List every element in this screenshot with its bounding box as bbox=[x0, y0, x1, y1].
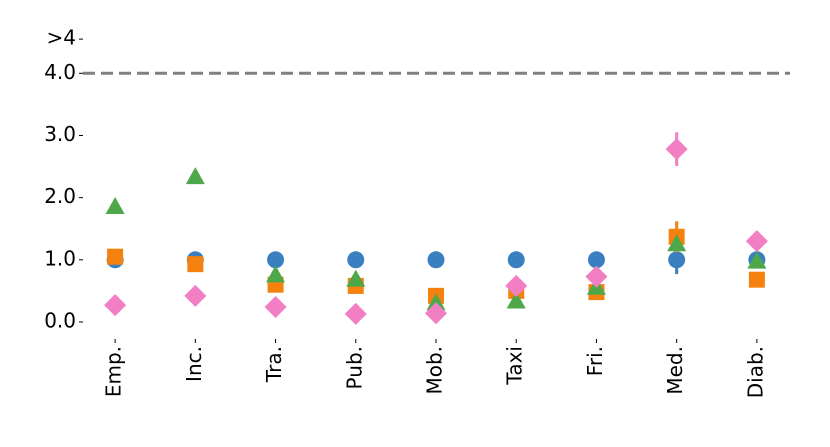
x-tick-label: Pub. bbox=[342, 346, 366, 389]
point bbox=[105, 196, 125, 214]
point bbox=[267, 251, 285, 269]
x-tick-label: Diab. bbox=[743, 346, 767, 398]
y-tick-label: >4 bbox=[47, 26, 76, 50]
point bbox=[425, 302, 447, 325]
y-tick-label: 4.0 bbox=[44, 60, 76, 84]
x-tick-label: Fri. bbox=[583, 346, 607, 376]
y-tick-label: 3.0 bbox=[44, 122, 76, 146]
point bbox=[587, 251, 605, 269]
point bbox=[505, 274, 528, 297]
x-tick-label: Emp. bbox=[102, 346, 126, 397]
y-tick-label: 2.0 bbox=[44, 184, 76, 208]
point bbox=[346, 269, 366, 287]
point bbox=[668, 251, 686, 269]
point bbox=[427, 251, 445, 269]
point bbox=[506, 291, 526, 309]
y-tick-label: 1.0 bbox=[44, 246, 76, 270]
x-tick-label: Inc. bbox=[182, 346, 206, 382]
point bbox=[667, 234, 687, 252]
point bbox=[745, 230, 768, 253]
y-tick-label: 0.0 bbox=[44, 308, 76, 332]
point bbox=[426, 293, 446, 311]
point bbox=[347, 251, 365, 269]
point bbox=[747, 251, 767, 269]
point bbox=[185, 167, 205, 185]
x-tick-label: Tra. bbox=[262, 346, 286, 383]
x-tick-label: Med. bbox=[663, 346, 687, 395]
point bbox=[585, 265, 608, 288]
point bbox=[264, 296, 287, 319]
point bbox=[507, 251, 525, 269]
x-tick-label: Taxi bbox=[503, 346, 527, 386]
point bbox=[344, 302, 367, 325]
point bbox=[748, 271, 765, 288]
point bbox=[107, 248, 124, 265]
point bbox=[665, 138, 688, 161]
point bbox=[104, 294, 127, 317]
point bbox=[266, 265, 286, 283]
point bbox=[187, 256, 204, 273]
point bbox=[184, 284, 207, 307]
x-tick-label: Mob. bbox=[423, 346, 447, 395]
